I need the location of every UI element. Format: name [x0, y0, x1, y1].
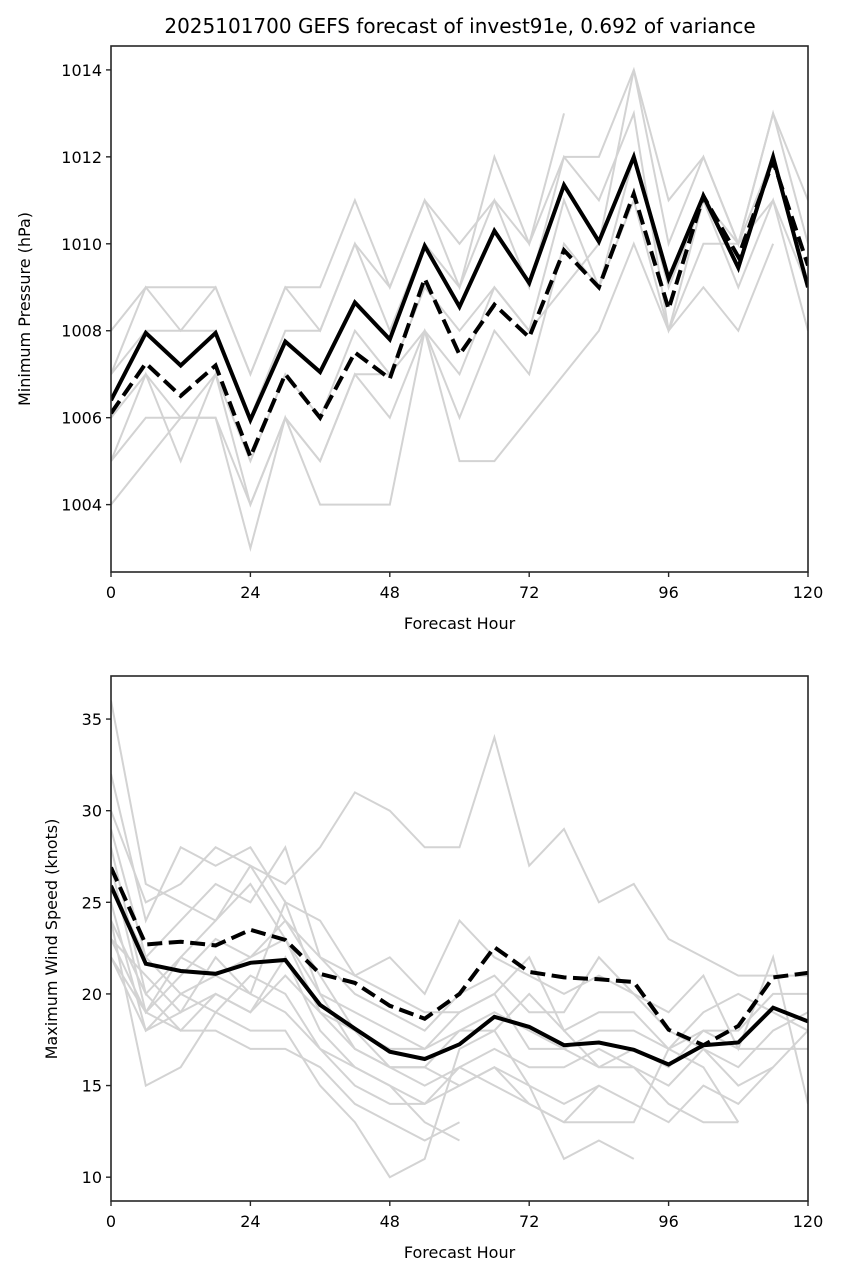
pressure-xtick-label: 120	[793, 583, 824, 602]
pressure-ytick-label: 1008	[61, 322, 102, 341]
pressure-ylabel: Minimum Pressure (hPa)	[15, 212, 34, 406]
wind-series-member-12	[111, 938, 460, 1142]
wind-axes-frame	[110, 675, 809, 1202]
pressure-series-member-5	[111, 197, 808, 508]
pressure-series-layer	[111, 66, 808, 552]
wind-series-member-6	[111, 865, 808, 1069]
wind-panel: 0 24 48 72 96 120 10 15 20 25 30 35 Forecast Hour M…	[42, 675, 824, 1262]
wind-series-ensemble-mean	[111, 884, 808, 1067]
pressure-ytick-label: 1012	[61, 148, 102, 167]
pressure-ytick-label: 1006	[61, 409, 102, 428]
wind-xtick-label: 96	[658, 1212, 678, 1231]
wind-series-member-1	[111, 700, 808, 977]
wind-ytick-label: 20	[82, 985, 102, 1004]
pressure-xtick-label: 96	[658, 583, 678, 602]
wind-series-member-5	[111, 847, 808, 1051]
wind-series-layer	[111, 700, 808, 1179]
wind-xtick-label: 48	[380, 1212, 400, 1231]
wind-xtick-label: 24	[240, 1212, 260, 1231]
pressure-xtick-label: 24	[240, 583, 260, 602]
pressure-axes-frame	[110, 45, 809, 573]
wind-ytick-label: 30	[82, 802, 102, 821]
pressure-ytick-label: 1010	[61, 235, 102, 254]
wind-series-weighted-mean	[111, 866, 808, 1048]
wind-ytick-label: 15	[82, 1077, 102, 1096]
pressure-xtick-label: 48	[380, 583, 400, 602]
figure-title: 2025101700 GEFS forecast of invest91e, 0…	[164, 14, 755, 38]
wind-series-member-2	[111, 773, 808, 1105]
wind-series-member-11	[111, 956, 635, 1179]
wind-ytick-label: 25	[82, 893, 102, 912]
pressure-panel: 0 24 48 72 96 120 1004 1006 1008 1010 1012 1014 For…	[15, 45, 823, 633]
pressure-xlabel: Forecast Hour	[404, 614, 516, 633]
wind-ytick-label: 35	[82, 710, 102, 729]
pressure-series-weighted-mean	[111, 155, 808, 463]
pressure-series-member-7	[111, 69, 808, 508]
wind-xtick-label: 0	[106, 1212, 116, 1231]
pressure-ytick-label: 1004	[61, 496, 102, 515]
wind-ticks: 0 24 48 72 96 120 10 15 20 25 30 35	[82, 710, 824, 1231]
wind-series-member-7	[111, 883, 808, 1087]
pressure-xtick-label: 72	[519, 583, 539, 602]
wind-xtick-label: 72	[519, 1212, 539, 1231]
pressure-series-ensemble-mean	[111, 149, 808, 426]
pressure-series-member-6	[111, 241, 775, 552]
wind-series-member-10	[111, 938, 460, 1142]
pressure-series-member-1	[111, 66, 808, 377]
pressure-xtick-label: 0	[106, 583, 116, 602]
wind-ylabel: Maximum Wind Speed (knots)	[42, 819, 61, 1060]
pressure-ticks: 0 24 48 72 96 120 1004 1006 1008 1010 1012 1014	[61, 61, 823, 602]
pressure-ytick-label: 1014	[61, 61, 102, 80]
wind-xlabel: Forecast Hour	[404, 1243, 516, 1262]
wind-xtick-label: 120	[793, 1212, 824, 1231]
wind-ytick-label: 10	[82, 1168, 102, 1187]
wind-series-member-13	[111, 920, 600, 1124]
